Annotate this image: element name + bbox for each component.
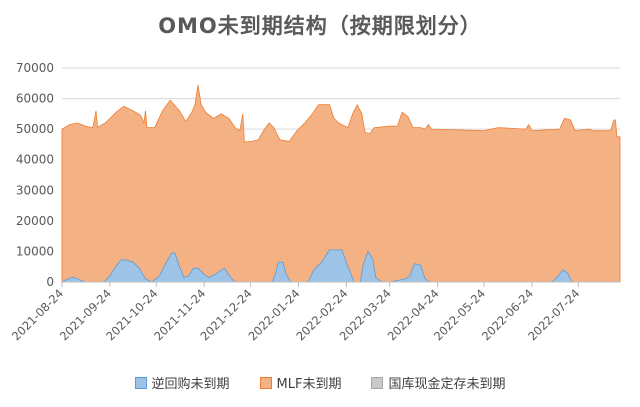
- y-tick-label: 50000: [16, 122, 54, 136]
- legend-swatch-reverse-repo: [134, 376, 147, 389]
- y-tick-label: 30000: [16, 183, 54, 197]
- legend-label-reverse-repo: 逆回购未到期: [151, 377, 230, 392]
- chart-title: OMO未到期结构（按期限划分）: [158, 14, 482, 38]
- legend-item-mlf: MLF未到期: [259, 373, 342, 392]
- legend-label-treasury-deposit: 国库现金定存未到期: [388, 377, 506, 392]
- legend-swatch-treasury-deposit: [371, 376, 384, 389]
- legend-label-mlf: MLF未到期: [276, 377, 342, 392]
- y-tick-label: 60000: [16, 92, 54, 106]
- y-tick-label: 40000: [16, 153, 54, 167]
- legend-item-treasury-deposit: 国库现金定存未到期: [371, 373, 505, 392]
- y-tick-label: 20000: [16, 214, 54, 228]
- y-tick-label: 10000: [16, 244, 54, 258]
- y-tick-label: 0: [46, 275, 54, 289]
- legend-item-reverse-repo: 逆回购未到期: [134, 373, 230, 392]
- legend: 逆回购未到期 MLF未到期 国库现金定存未到期: [0, 373, 640, 392]
- area-series-1: [61, 249, 620, 283]
- legend-swatch-mlf: [259, 376, 272, 389]
- area-series-0: [61, 84, 621, 283]
- y-tick-label: 70000: [16, 61, 54, 75]
